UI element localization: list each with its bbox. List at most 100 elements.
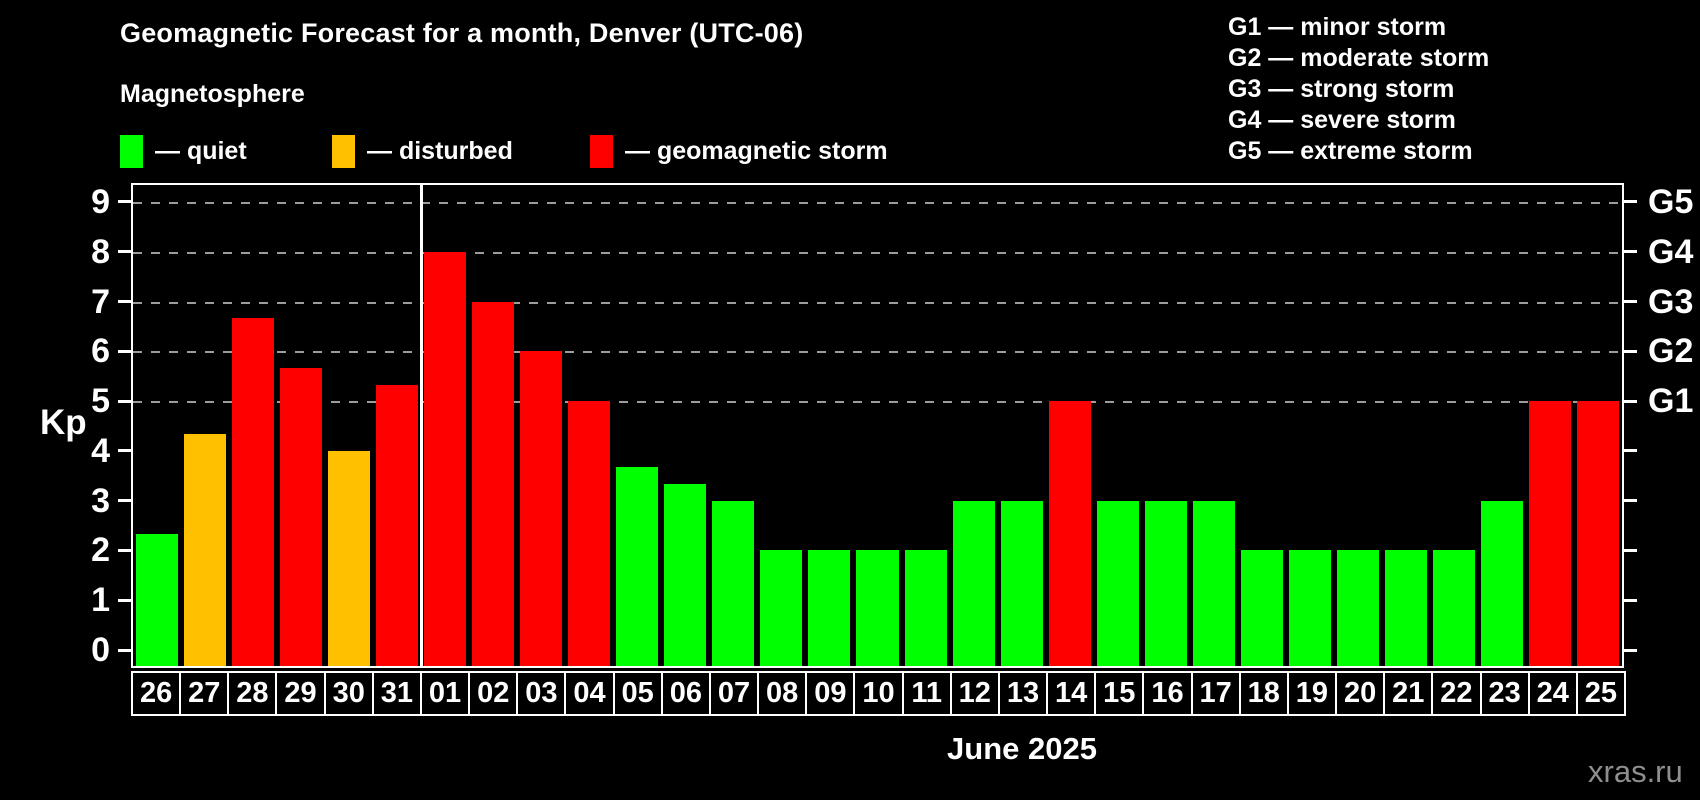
day-cell-19: 19 (1286, 671, 1338, 716)
kp-bar-day-23 (1480, 500, 1523, 666)
day-cell-06: 06 (660, 671, 711, 716)
day-cell-23: 23 (1479, 671, 1530, 716)
day-cell-20: 20 (1335, 671, 1386, 716)
y-tick-right-3 (1624, 499, 1637, 503)
day-cell-31: 31 (371, 671, 422, 716)
day-cell-29: 29 (275, 671, 326, 716)
legend-label-quiet: — quiet (155, 136, 247, 165)
kp-bar-day-03 (520, 351, 563, 666)
g-legend-line-4: G4 — severe storm (1228, 106, 1456, 134)
gridline-kp5 (133, 401, 1622, 404)
gridline-kp9 (133, 201, 1622, 204)
kp-bar-day-02 (472, 301, 515, 666)
kp-bar-day-16 (1144, 500, 1187, 666)
day-cell-25: 25 (1575, 671, 1626, 716)
y-tick-left-1 (118, 598, 131, 602)
kp-bar-day-28 (232, 317, 275, 666)
day-cell-05: 05 (612, 671, 663, 716)
kp-bar-day-24 (1528, 401, 1571, 666)
day-cell-10: 10 (853, 671, 904, 716)
day-cell-03: 03 (516, 671, 567, 716)
quiet-color-swatch (120, 134, 143, 168)
g-axis-label-G5: G5 (1648, 182, 1694, 221)
storm-color-swatch (590, 134, 613, 168)
page-title: Geomagnetic Forecast for a month, Denver… (120, 18, 804, 48)
kp-bar-day-08 (760, 550, 803, 666)
day-cell-26: 26 (131, 671, 182, 716)
y-tick-label-2: 2 (91, 531, 110, 570)
legend-item-storm: — geomagnetic storm (590, 133, 888, 169)
g-scale-legend: G1 — minor storm G2 — moderate storm G3 — … (1228, 12, 1489, 167)
month-label: June 2025 (947, 731, 1097, 766)
g-axis-label-G2: G2 (1648, 332, 1694, 371)
g-axis-label-G4: G4 (1648, 232, 1694, 271)
y-axis-title: Kp (40, 403, 87, 442)
kp-bar-day-25 (1576, 401, 1619, 666)
day-cell-30: 30 (323, 671, 374, 716)
day-cell-28: 28 (227, 671, 278, 716)
day-cell-02: 02 (468, 671, 519, 716)
y-tick-right-9 (1624, 200, 1637, 204)
day-cell-09: 09 (805, 671, 856, 716)
kp-bar-day-18 (1240, 550, 1283, 666)
day-cell-16: 16 (1142, 671, 1193, 716)
day-cell-11: 11 (901, 671, 952, 716)
kp-bar-day-14 (1048, 401, 1091, 666)
kp-bar-day-19 (1288, 550, 1331, 666)
may-june-separator (419, 185, 423, 666)
kp-bar-day-31 (376, 384, 419, 666)
kp-bar-day-06 (664, 484, 707, 666)
kp-bar-day-09 (808, 550, 851, 666)
g-axis-label-G3: G3 (1648, 282, 1694, 321)
y-tick-label-1: 1 (91, 581, 110, 620)
day-cell-13: 13 (997, 671, 1049, 716)
y-tick-left-5 (118, 399, 131, 403)
y-tick-right-7 (1624, 300, 1637, 304)
y-tick-label-4: 4 (91, 431, 110, 470)
kp-bar-day-26 (136, 534, 179, 666)
kp-bar-day-27 (184, 434, 227, 666)
kp-bar-day-01 (424, 251, 467, 666)
watermark-xras: xras.ru (1588, 754, 1683, 789)
legend-label-storm: — geomagnetic storm (625, 136, 888, 165)
y-tick-right-4 (1624, 449, 1637, 453)
y-tick-left-9 (118, 200, 131, 204)
kp-bar-day-10 (856, 550, 899, 666)
day-cell-14: 14 (1046, 671, 1097, 716)
gridline-kp8 (133, 251, 1622, 254)
kp-bar-day-13 (1000, 500, 1043, 666)
legend-label-disturbed: — disturbed (367, 136, 513, 165)
y-tick-label-6: 6 (91, 332, 110, 371)
g-legend-line-2: G2 — moderate storm (1228, 44, 1490, 72)
subtitle-magnetosphere: Magnetosphere (120, 80, 305, 108)
legend-item-disturbed: — disturbed (332, 133, 513, 169)
kp-bar-day-12 (952, 500, 995, 666)
y-tick-left-8 (118, 250, 131, 254)
g-legend-line-1: G1 — minor storm (1228, 13, 1447, 41)
y-tick-label-5: 5 (91, 382, 110, 421)
y-tick-left-7 (118, 300, 131, 304)
kp-bar-day-05 (616, 467, 659, 666)
y-tick-label-9: 9 (91, 182, 110, 221)
chart-plot-area (131, 183, 1624, 668)
y-tick-left-2 (118, 548, 131, 552)
day-cell-08: 08 (757, 671, 808, 716)
day-cell-17: 17 (1190, 671, 1241, 716)
y-tick-right-5 (1624, 399, 1637, 403)
kp-bar-day-11 (904, 550, 947, 666)
day-cell-22: 22 (1431, 671, 1482, 716)
g-axis-label-G1: G1 (1648, 382, 1694, 421)
day-cell-07: 07 (708, 671, 760, 716)
y-tick-left-0 (118, 648, 131, 652)
kp-bar-day-07 (712, 500, 755, 666)
day-cell-12: 12 (949, 671, 1000, 716)
kp-bar-day-29 (280, 367, 323, 666)
day-cell-27: 27 (179, 671, 230, 716)
gridline-kp6 (133, 351, 1622, 354)
day-cell-18: 18 (1238, 671, 1289, 716)
day-cell-01: 01 (419, 671, 471, 716)
y-tick-left-6 (118, 349, 131, 353)
day-cell-04: 04 (564, 671, 615, 716)
y-tick-left-3 (118, 499, 131, 503)
